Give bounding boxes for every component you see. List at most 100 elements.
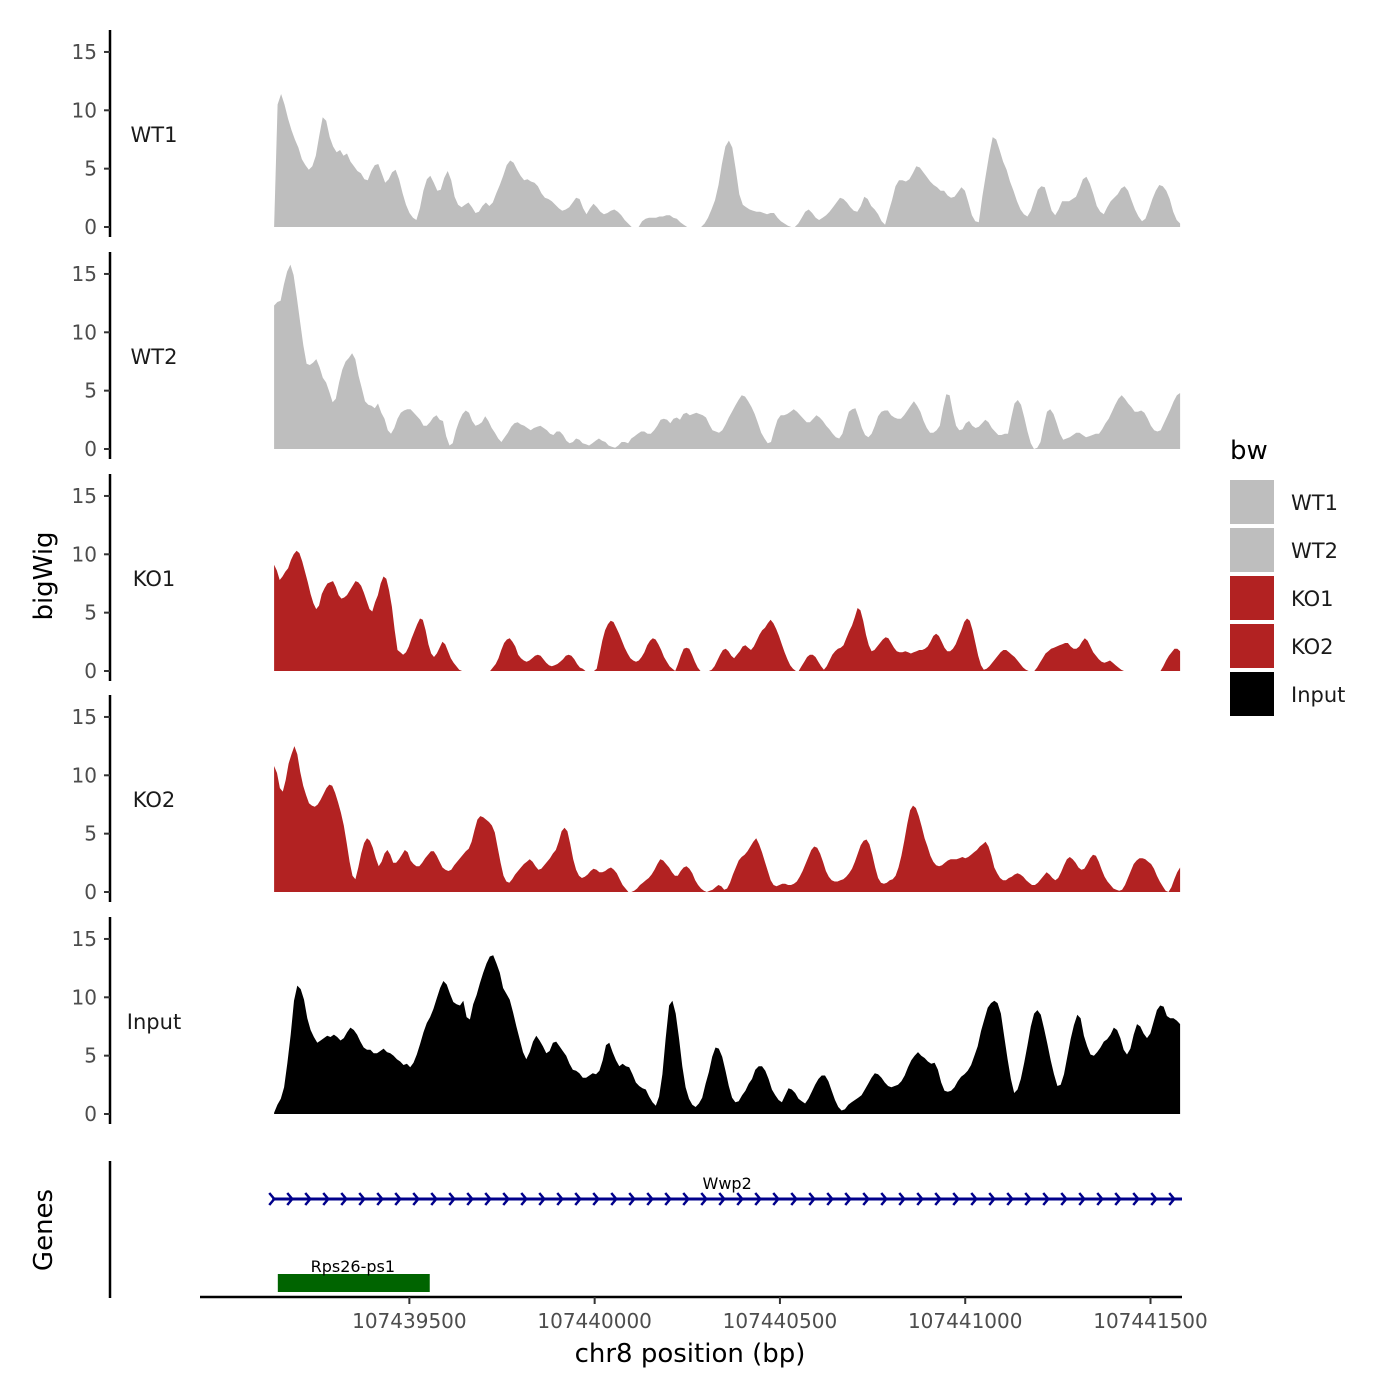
strand-arrow	[484, 1192, 492, 1206]
track-label: Input	[127, 1010, 181, 1034]
legend-label-input: Input	[1291, 683, 1345, 707]
strand-arrow	[358, 1192, 366, 1206]
strand-arrow	[1150, 1192, 1158, 1206]
strand-arrow	[574, 1192, 582, 1206]
strand-arrow	[304, 1192, 312, 1206]
legend-swatch-wt1	[1230, 480, 1274, 524]
x-axis-title: chr8 position (bp)	[575, 1339, 806, 1369]
legend-label-wt2: WT2	[1291, 539, 1338, 563]
y-tick-label: 10	[72, 320, 97, 344]
coverage-area-ko1	[274, 550, 1181, 671]
y-tick-label: 15	[72, 927, 97, 951]
track-label: KO2	[133, 788, 176, 812]
strand-arrow	[430, 1192, 438, 1206]
strand-arrow	[1024, 1192, 1032, 1206]
track-wt1: 0 5 10 15 WT1	[72, 30, 1181, 239]
legend-title: bw	[1230, 436, 1268, 466]
coverage-area-wt2	[274, 264, 1181, 449]
y-tick-label: 10	[72, 542, 97, 566]
gene-exon	[277, 1274, 430, 1292]
strand-arrow	[1132, 1192, 1140, 1206]
legend: bw WT1 WT2 KO1 KO2 Input	[1230, 436, 1345, 716]
y-tick-label: 10	[72, 985, 97, 1009]
y-tick-label: 0	[84, 437, 97, 461]
genes-panel: Wwp2 Rps26-ps1	[108, 1161, 1182, 1298]
track-label: WT2	[131, 345, 178, 369]
track-wt2: 0 5 10 15 WT2	[72, 252, 1181, 461]
y-tick-label: 5	[84, 1044, 97, 1068]
x-axis: 107439500 107440000 107440500 107441000 1074…	[200, 1295, 1208, 1333]
x-tick-label: 107439500	[352, 1309, 467, 1333]
y-axis-title: bigWig	[29, 531, 59, 620]
strand-arrow	[1060, 1192, 1068, 1206]
x-tick-label: 107441500	[1093, 1309, 1208, 1333]
strand-arrow	[844, 1192, 852, 1206]
strand-arrow	[466, 1192, 474, 1206]
legend-swatch-input	[1230, 672, 1274, 716]
strand-arrow	[916, 1192, 924, 1206]
genes-axis-title: Genes	[29, 1189, 59, 1271]
strand-arrow	[592, 1192, 600, 1206]
legend-label-ko2: KO2	[1291, 635, 1334, 659]
track-ko1: 0 5 10 15 KO1	[72, 474, 1181, 683]
strand-arrow	[628, 1192, 636, 1206]
strand-arrow	[898, 1192, 906, 1206]
strand-arrow	[1168, 1192, 1176, 1206]
strand-arrow	[538, 1192, 546, 1206]
x-tick-label: 107440500	[723, 1309, 838, 1333]
y-tick-label: 0	[84, 880, 97, 904]
y-tick-label: 5	[84, 601, 97, 625]
strand-arrow	[970, 1192, 978, 1206]
strand-arrow	[286, 1192, 294, 1206]
y-tick-label: 10	[72, 98, 97, 122]
gene-label: Rps26-ps1	[311, 1257, 395, 1276]
strand-arrow	[808, 1192, 816, 1206]
y-tick-label: 5	[84, 379, 97, 403]
strand-arrow	[1006, 1192, 1014, 1206]
track-label: KO1	[133, 567, 176, 591]
y-tick-label: 5	[84, 157, 97, 181]
strand-arrow	[412, 1192, 420, 1206]
track-panels: 0 5 10 15 WT1 0 5 10 15 WT2 0 5 10 15 KO1 0 5 10 15 KO2 0 5 10…	[72, 30, 1181, 1126]
strand-arrow	[394, 1192, 402, 1206]
strand-arrow	[556, 1192, 564, 1206]
strand-arrow	[988, 1192, 996, 1206]
y-tick-label: 0	[84, 1102, 97, 1126]
strand-arrow	[502, 1192, 510, 1206]
strand-arrow	[682, 1192, 690, 1206]
strand-arrow	[952, 1192, 960, 1206]
strand-arrow	[718, 1192, 726, 1206]
strand-arrow	[754, 1192, 762, 1206]
track-ko2: 0 5 10 15 KO2	[72, 695, 1181, 904]
y-tick-label: 15	[72, 40, 97, 64]
strand-arrow	[376, 1192, 384, 1206]
strand-arrow	[862, 1192, 870, 1206]
track-label: WT1	[131, 123, 178, 147]
strand-arrow	[934, 1192, 942, 1206]
strand-arrow	[772, 1192, 780, 1206]
coverage-area-input	[274, 955, 1181, 1114]
x-tick-label: 107441000	[908, 1309, 1023, 1333]
strand-arrow	[448, 1192, 456, 1206]
track-input: 0 5 10 15 Input	[72, 917, 1181, 1126]
y-tick-label: 15	[72, 484, 97, 508]
strand-arrow	[880, 1192, 888, 1206]
strand-arrow	[322, 1192, 330, 1206]
strand-arrow	[646, 1192, 654, 1206]
y-tick-label: 10	[72, 763, 97, 787]
legend-label-wt1: WT1	[1291, 491, 1338, 515]
strand-arrow	[826, 1192, 834, 1206]
strand-arrow	[268, 1192, 276, 1206]
y-tick-label: 0	[84, 659, 97, 683]
x-tick-label: 107440000	[537, 1309, 652, 1333]
legend-swatch-wt2	[1230, 528, 1274, 572]
strand-arrow	[520, 1192, 528, 1206]
gene-label: Wwp2	[703, 1174, 752, 1193]
legend-label-ko1: KO1	[1291, 587, 1334, 611]
gene-wwp2: Wwp2	[268, 1174, 1182, 1206]
strand-arrow	[1042, 1192, 1050, 1206]
y-tick-label: 15	[72, 705, 97, 729]
y-tick-label: 0	[84, 215, 97, 239]
strand-arrow	[610, 1192, 618, 1206]
